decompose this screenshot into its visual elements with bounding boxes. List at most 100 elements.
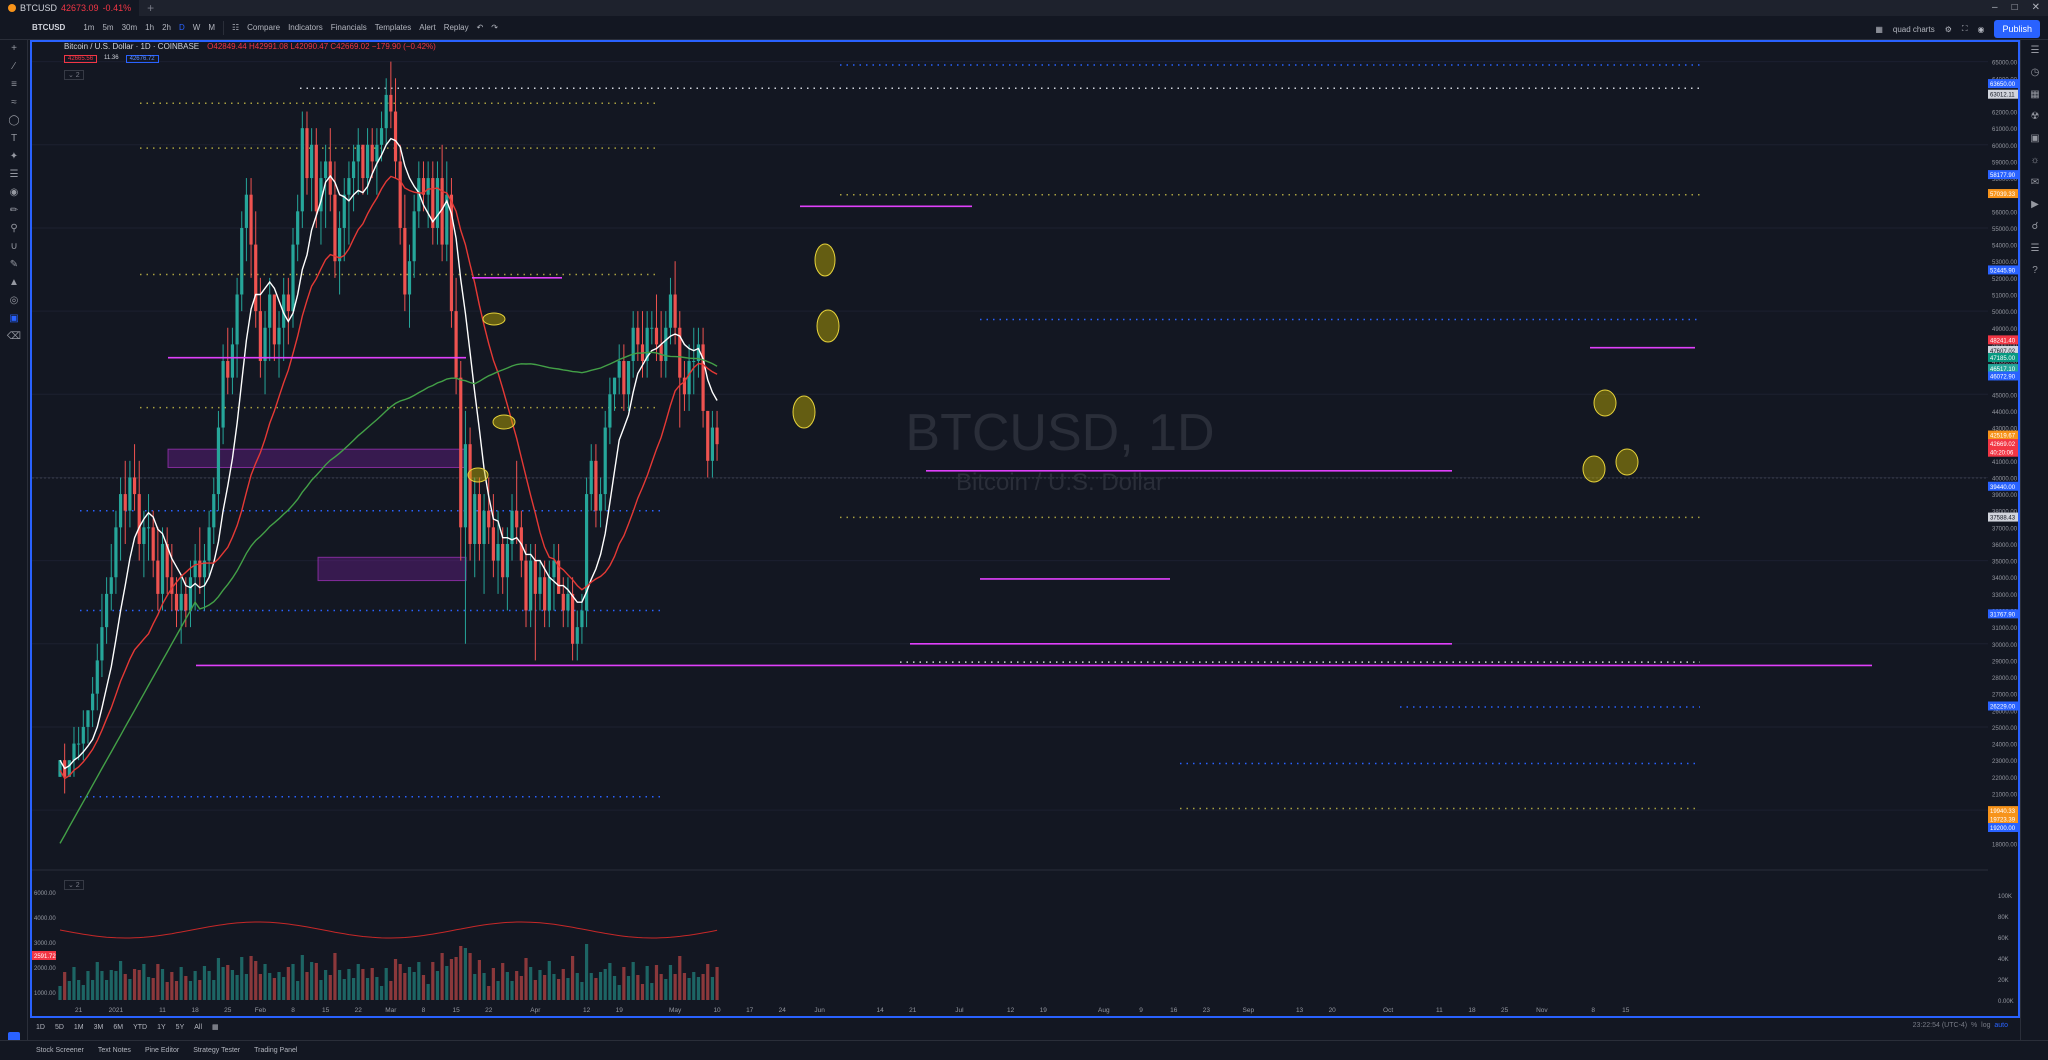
new-tab-button[interactable]: + — [147, 1, 155, 15]
interval-5m[interactable]: 5m — [102, 23, 114, 32]
ask-pill[interactable]: 42676.72 — [125, 55, 159, 63]
range-5d[interactable]: 5D — [54, 1023, 64, 1031]
alert-button[interactable]: Alert — [419, 23, 436, 32]
lock-draw-icon[interactable]: ✎ — [9, 259, 19, 270]
volume-bar — [552, 974, 556, 1000]
undo-icon[interactable]: ↶ — [476, 23, 484, 32]
goto-date-icon[interactable]: ▦ — [212, 1024, 219, 1031]
forecast-icon[interactable]: ☰ — [9, 169, 19, 180]
volume-bar — [524, 958, 528, 1000]
symbol-search-button[interactable]: BTCUSD — [32, 23, 66, 32]
interval-d[interactable]: D — [178, 23, 185, 32]
indicators-button[interactable]: Indicators — [288, 23, 323, 32]
interval-1h[interactable]: 1h — [145, 23, 155, 32]
stock-screener-tab[interactable]: Stock Screener — [36, 1047, 84, 1054]
date-tick: 2021 — [109, 1007, 124, 1014]
volume-tick: 1000.00 — [34, 991, 56, 997]
chart-pane[interactable] — [30, 40, 2020, 1018]
publish-button[interactable]: Publish — [1994, 20, 2040, 38]
interval-2h[interactable]: 2h — [162, 23, 171, 32]
horizontal-lines-icon[interactable]: ≡ — [11, 79, 17, 90]
strategy-tester-tab[interactable]: Strategy Tester — [193, 1047, 241, 1054]
volume-bar — [170, 972, 174, 1000]
ideas-icon[interactable]: ☼ — [2030, 155, 2040, 166]
maximize-icon[interactable]: □ — [2011, 2, 2018, 13]
layout-name[interactable]: quad charts — [1892, 24, 1935, 34]
object-tree-icon[interactable]: ▣ — [9, 313, 19, 324]
range-1d[interactable]: 1D — [36, 1023, 45, 1031]
layout-icon[interactable]: ▦ — [1875, 24, 1883, 34]
templates-button[interactable]: Templates — [374, 23, 412, 32]
price-tick: 25000.00 — [1992, 726, 2018, 732]
volume-collapse-button[interactable]: ⌄ 2 — [64, 880, 84, 890]
hotlist-icon[interactable]: ☢ — [2030, 111, 2040, 122]
financials-button[interactable]: Financials — [330, 23, 367, 32]
range-ytd[interactable]: YTD — [133, 1023, 148, 1031]
close-icon[interactable]: ✕ — [2031, 2, 2040, 13]
volume-bar — [77, 980, 81, 1000]
replay-button[interactable]: Replay — [443, 23, 469, 32]
trading-panel-tab[interactable]: Trading Panel — [254, 1047, 298, 1054]
crosshair-icon[interactable]: + — [11, 43, 17, 54]
compare-button[interactable]: Compare — [247, 23, 281, 32]
watchlist-icon[interactable]: ☰ — [2030, 45, 2040, 56]
channel-icon[interactable]: ≈ — [11, 97, 17, 108]
pine-editor-tab[interactable]: Pine Editor — [144, 1047, 180, 1054]
eye-icon[interactable]: ◉ — [9, 187, 19, 198]
interval-w[interactable]: W — [192, 23, 201, 32]
price-tick: 36000.00 — [1992, 543, 2018, 549]
order-panel-icon[interactable]: ☰ — [2030, 243, 2040, 254]
indicators-collapse-button[interactable]: ⌄ 2 — [64, 70, 84, 80]
chart-title[interactable]: Bitcoin / U.S. Dollar · 1D · COINBASE — [64, 42, 200, 51]
interval-m[interactable]: M — [208, 23, 215, 32]
trendline-icon[interactable]: ∕ — [13, 61, 15, 72]
ruler-icon[interactable]: ✏ — [9, 205, 19, 216]
interval-30m[interactable]: 30m — [121, 23, 138, 32]
volume-bar — [379, 986, 384, 1000]
candle-style-icon[interactable]: ☷ — [231, 23, 240, 32]
volume-bar — [174, 981, 179, 1000]
clock[interactable]: 23:22:54 (UTC-4) — [1912, 1022, 1968, 1029]
data-window-icon[interactable]: ▦ — [2030, 89, 2040, 100]
volume-bar — [547, 961, 551, 1000]
range-1m[interactable]: 1M — [73, 1023, 84, 1031]
range-3m[interactable]: 3M — [93, 1023, 104, 1031]
range-5y[interactable]: 5Y — [175, 1023, 185, 1031]
lock-icon[interactable]: ▲ — [9, 277, 19, 288]
streams-icon[interactable]: ▶ — [2031, 199, 2039, 210]
notifications-icon[interactable]: ☌ — [2031, 221, 2039, 232]
volume-bar — [543, 975, 547, 1000]
magnet-icon[interactable]: ∪ — [10, 241, 18, 252]
percent-toggle[interactable]: % — [1971, 1022, 1978, 1029]
candle-body — [151, 527, 155, 561]
chat-icon[interactable]: ✉ — [2030, 177, 2040, 188]
bid-pill[interactable]: 42665.56 — [64, 55, 98, 63]
range-1y[interactable]: 1Y — [157, 1023, 166, 1031]
candle-body — [258, 311, 262, 362]
text-icon[interactable]: T — [10, 133, 18, 144]
minimize-icon[interactable]: ‒ — [1992, 2, 1998, 13]
interval-1m[interactable]: 1m — [83, 23, 95, 32]
hide-drawings-icon[interactable]: ◎ — [9, 295, 19, 306]
alerts-icon[interactable]: ◷ — [2030, 67, 2040, 78]
fullscreen-icon[interactable]: ⛶ — [1961, 24, 1968, 33]
volume-bar — [505, 972, 509, 1000]
auto-toggle[interactable]: auto — [1994, 1022, 2008, 1029]
settings-icon[interactable]: ⚙ — [1944, 24, 1952, 34]
redo-icon[interactable]: ↷ — [491, 23, 498, 32]
trash-icon[interactable]: ⌫ — [6, 331, 22, 342]
symbol-tab[interactable]: BTCUSD 42673.09 -0.41% — [0, 0, 140, 16]
volume-bar — [277, 972, 281, 1000]
brush-icon[interactable]: ◯ — [8, 115, 20, 126]
calendar-icon[interactable]: ▣ — [2030, 133, 2040, 144]
candle-body — [184, 593, 188, 611]
range-all[interactable]: All — [194, 1023, 203, 1031]
help-icon[interactable]: ? — [2032, 265, 2038, 276]
log-toggle[interactable]: log — [1981, 1022, 1991, 1029]
pattern-icon[interactable]: ✦ — [9, 151, 19, 162]
camera-icon[interactable]: ◉ — [1977, 24, 1985, 34]
text-notes-tab[interactable]: Text Notes — [97, 1047, 131, 1054]
range-6m[interactable]: 6M — [113, 1023, 124, 1031]
zoom-icon[interactable]: ⚲ — [10, 223, 18, 234]
